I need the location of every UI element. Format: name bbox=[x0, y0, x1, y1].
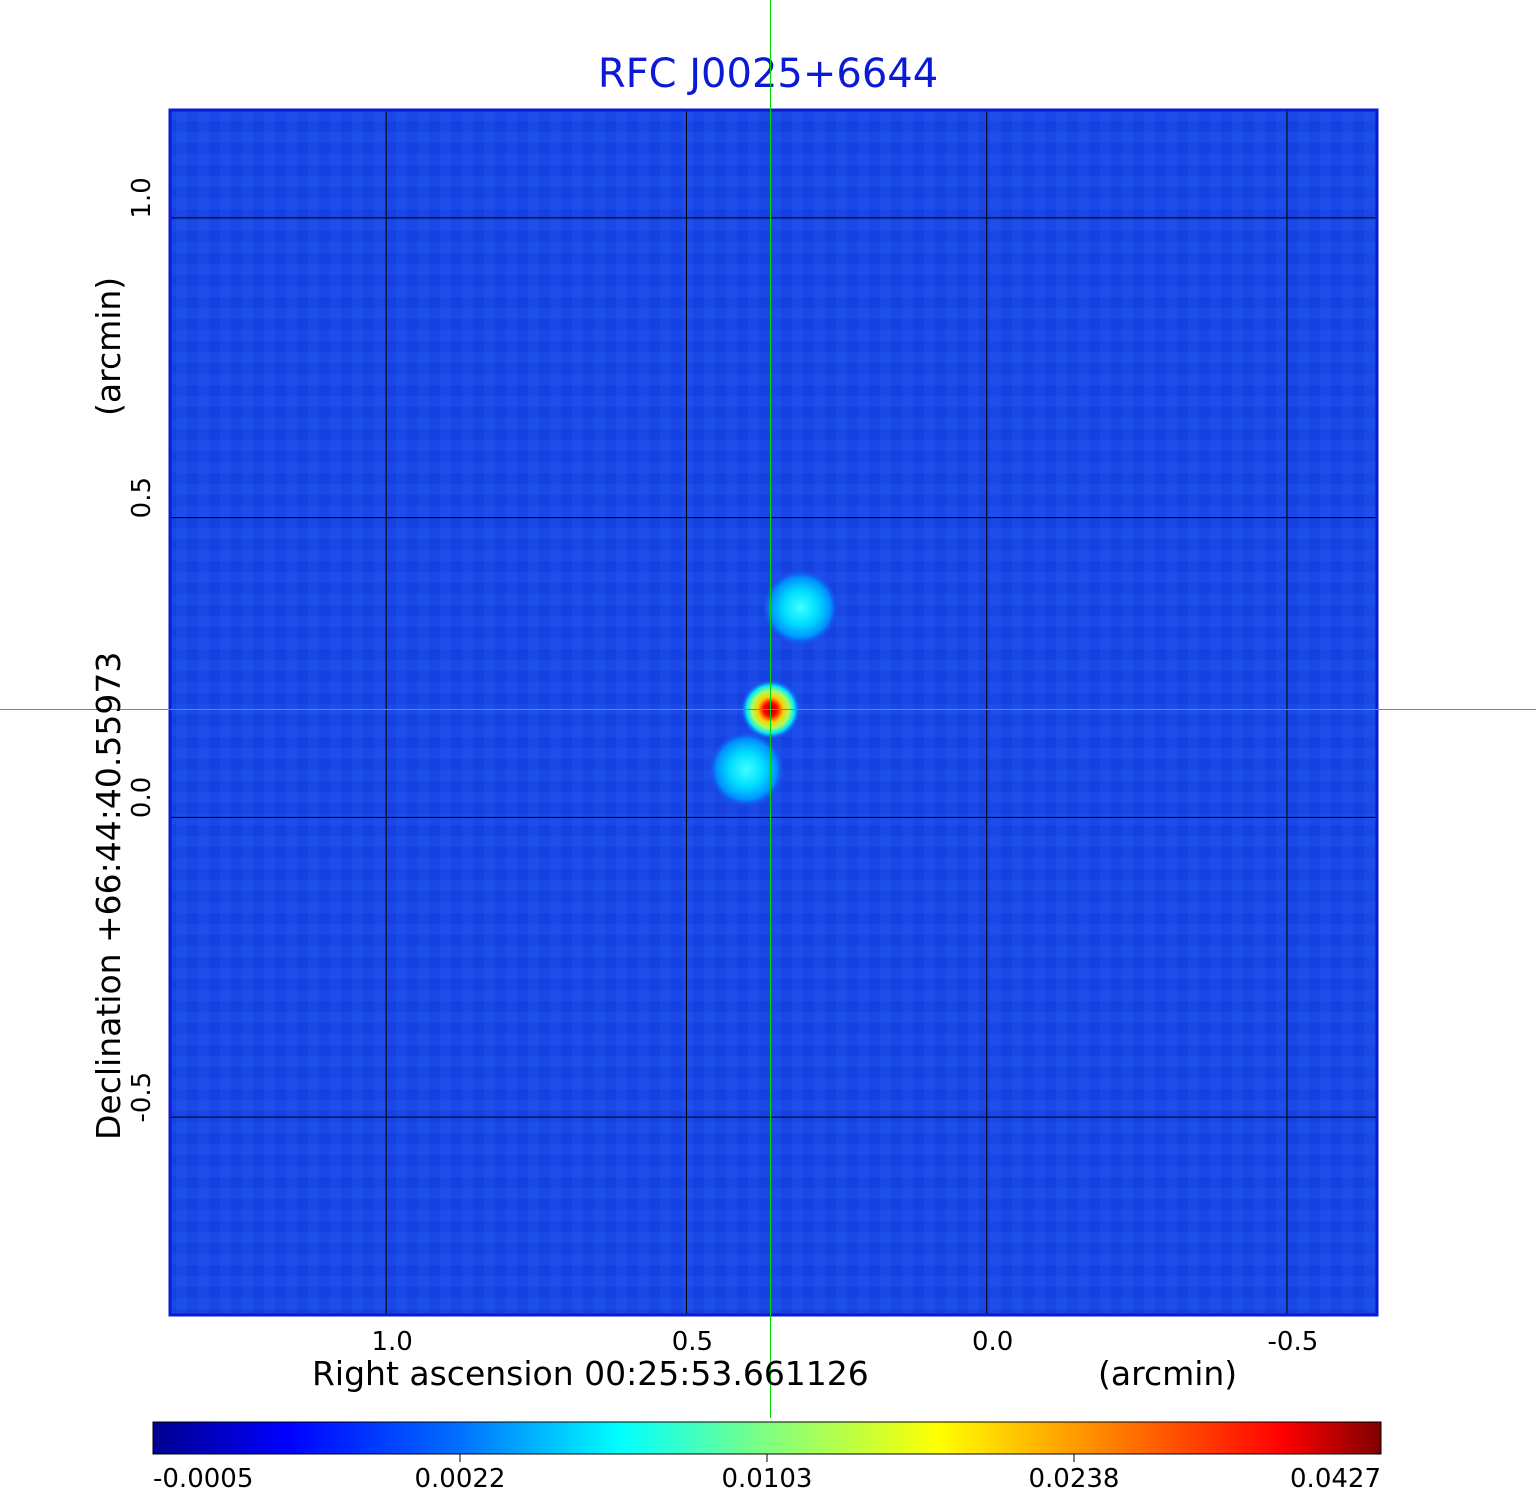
chart-title: RFC J0025+6644 bbox=[597, 51, 939, 97]
x-tick-label: 0.0 bbox=[972, 1327, 1013, 1357]
colorbar-tick-label: 0.0022 bbox=[415, 1464, 506, 1494]
source-2 bbox=[762, 569, 839, 646]
x-tick-label: 0.5 bbox=[672, 1327, 713, 1357]
plot-frame bbox=[168, 108, 1379, 1317]
y-axis-unit: (arcmin) bbox=[89, 277, 128, 416]
colorbar-tick-label: 0.0103 bbox=[722, 1464, 813, 1494]
colorbar-tick-label: 0.0427 bbox=[1290, 1464, 1381, 1494]
x-axis-unit: (arcmin) bbox=[1098, 1354, 1237, 1393]
x-tick-label: -0.5 bbox=[1268, 1327, 1319, 1357]
y-axis-label: Declination +66:44:40.55973 bbox=[89, 652, 128, 1140]
y-tick-label: 1.0 bbox=[127, 177, 157, 218]
colorbar bbox=[152, 1421, 1382, 1455]
plot-area bbox=[168, 108, 1379, 1317]
colorbar-tick-label: 0.0238 bbox=[1029, 1464, 1120, 1494]
colorbar-tick-label: -0.0005 bbox=[153, 1464, 253, 1494]
y-tick-label: 0.0 bbox=[127, 777, 157, 818]
y-tick-label: -0.5 bbox=[127, 1072, 157, 1123]
source-3 bbox=[708, 731, 785, 808]
y-tick-label: 0.5 bbox=[127, 477, 157, 518]
x-tick-label: 1.0 bbox=[371, 1327, 412, 1357]
x-axis-label: Right ascension 00:25:53.661126 bbox=[312, 1354, 869, 1393]
